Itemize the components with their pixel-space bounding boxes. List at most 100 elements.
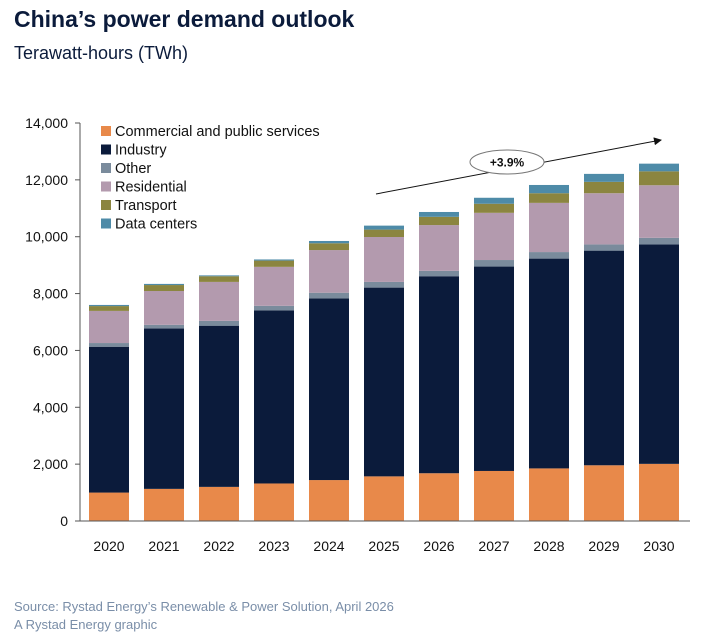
growth-ellipse: [469, 149, 545, 175]
y-tick-label: 0: [60, 513, 68, 529]
x-tick-label: 2022: [203, 538, 234, 554]
bar-segment-commercial-and-public-services-2020: [89, 492, 129, 521]
bar-segment-other-2021: [144, 324, 184, 329]
bar-segment-industry-2021: [144, 328, 184, 489]
bar-segment-commercial-and-public-services-2023: [254, 483, 294, 521]
bar-segment-commercial-and-public-services-2021: [144, 488, 184, 521]
x-tick-label: 2025: [368, 538, 399, 554]
growth-annotation: +3.9%: [375, 137, 662, 195]
legend-label: Residential: [115, 180, 187, 196]
x-tick-label: 2030: [643, 538, 674, 554]
bar-segment-transport-2020: [89, 306, 129, 311]
bar-segment-data-centers-2026: [419, 211, 459, 217]
bar-segment-data-centers-2024: [309, 240, 349, 244]
bar-segment-transport-2027: [474, 203, 514, 213]
x-tick-label: 2028: [533, 538, 564, 554]
y-tick-label: 14,000: [25, 115, 68, 131]
x-tick-label: 2023: [258, 538, 289, 554]
legend-label: Commercial and public services: [115, 124, 320, 140]
bar-segment-other-2025: [364, 281, 404, 288]
bar-segment-data-centers-2020: [89, 304, 129, 307]
bar-segment-industry-2020: [89, 346, 129, 493]
legend-label: Other: [115, 161, 151, 177]
bar-segment-residential-2030: [639, 185, 679, 238]
x-tick-label: 2024: [313, 538, 344, 554]
bar-segment-industry-2028: [529, 258, 569, 469]
bars-group: [89, 163, 679, 521]
bar-segment-transport-2026: [419, 216, 459, 226]
bar-segment-industry-2029: [584, 250, 624, 466]
bar-segment-other-2022: [199, 320, 239, 326]
bar-segment-residential-2024: [309, 250, 349, 293]
growth-label: +3.9%: [490, 156, 525, 170]
bar-segment-commercial-and-public-services-2029: [584, 465, 624, 521]
bar-segment-other-2023: [254, 305, 294, 311]
bar-segment-industry-2027: [474, 266, 514, 471]
bar-segment-industry-2024: [309, 298, 349, 481]
bar-segment-data-centers-2029: [584, 173, 624, 182]
bar-segment-residential-2029: [584, 193, 624, 245]
legend-swatch: [101, 218, 111, 229]
legend-swatch: [101, 181, 111, 192]
bar-segment-other-2030: [639, 237, 679, 245]
bar-segment-residential-2027: [474, 212, 514, 261]
bar-segment-transport-2028: [529, 193, 569, 203]
bar-segment-residential-2022: [199, 281, 239, 321]
bar-segment-other-2029: [584, 244, 624, 251]
bar-segment-transport-2023: [254, 260, 294, 267]
y-tick-label: 10,000: [25, 229, 68, 245]
y-tick-label: 4,000: [33, 399, 68, 415]
bar-segment-commercial-and-public-services-2027: [474, 470, 514, 521]
bar-segment-commercial-and-public-services-2030: [639, 463, 679, 521]
bar-segment-other-2028: [529, 252, 569, 259]
legend-label: Transport: [115, 198, 177, 214]
x-tick-label: 2029: [588, 538, 619, 554]
bar-segment-data-centers-2028: [529, 184, 569, 194]
bar-segment-other-2020: [89, 343, 129, 347]
x-tick-label: 2027: [478, 538, 509, 554]
chart-title: China’s power demand outlook: [14, 6, 355, 32]
bar-segment-residential-2025: [364, 236, 404, 282]
bar-segment-industry-2025: [364, 287, 404, 477]
legend-label: Data centers: [115, 217, 197, 233]
bar-segment-commercial-and-public-services-2024: [309, 480, 349, 521]
bar-segment-commercial-and-public-services-2025: [364, 476, 404, 521]
bar-segment-data-centers-2021: [144, 283, 184, 286]
bar-segment-commercial-and-public-services-2022: [199, 486, 239, 521]
bar-segment-commercial-and-public-services-2026: [419, 473, 459, 521]
chart-subtitle: Terawatt-hours (TWh): [14, 43, 189, 63]
bar-segment-data-centers-2030: [639, 163, 679, 172]
bar-segment-commercial-and-public-services-2028: [529, 468, 569, 521]
bar-segment-residential-2021: [144, 291, 184, 325]
bar-segment-other-2026: [419, 270, 459, 277]
bar-segment-transport-2030: [639, 171, 679, 186]
bar-segment-transport-2022: [199, 276, 239, 282]
bar-segment-other-2027: [474, 260, 514, 267]
bar-segment-industry-2022: [199, 325, 239, 487]
y-tick-label: 6,000: [33, 342, 68, 358]
y-tick-label: 2,000: [33, 456, 68, 472]
bar-segment-transport-2029: [584, 181, 624, 194]
bar-segment-other-2024: [309, 292, 349, 299]
legend-swatch: [101, 200, 111, 210]
y-tick-label: 8,000: [33, 286, 68, 302]
y-tick-label: 12,000: [25, 172, 68, 188]
bar-segment-industry-2030: [639, 244, 679, 464]
bar-segment-transport-2025: [364, 229, 404, 237]
bar-segment-data-centers-2022: [199, 275, 239, 277]
bar-segment-data-centers-2023: [254, 259, 294, 261]
bar-segment-residential-2023: [254, 266, 294, 306]
legend-swatch: [101, 144, 111, 155]
x-tick-label: 2021: [148, 538, 179, 554]
bar-segment-transport-2021: [144, 285, 184, 292]
x-tick-label: 2026: [423, 538, 454, 554]
bar-segment-industry-2026: [419, 276, 459, 474]
bar-segment-industry-2023: [254, 310, 294, 484]
source-note: Source: Rystad Energy’s Renewable & Powe…: [14, 599, 394, 614]
credit-note: A Rystad Energy graphic: [14, 617, 158, 632]
x-tick-label: 2020: [93, 538, 124, 554]
legend-label: Industry: [115, 143, 167, 159]
bar-segment-residential-2028: [529, 202, 569, 253]
bar-segment-residential-2020: [89, 310, 129, 344]
